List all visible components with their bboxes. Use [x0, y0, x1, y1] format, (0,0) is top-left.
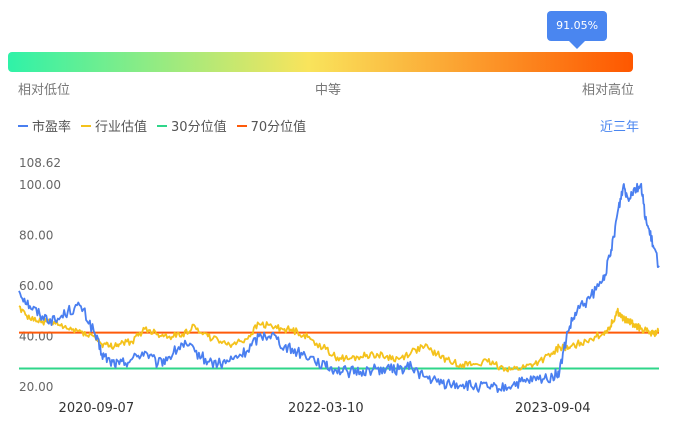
range-selector-three-years[interactable]: 近三年	[600, 120, 640, 135]
x-tick-label: 2023-09-04	[515, 401, 591, 416]
pe-chart: 108.62 100.00 80.00 60.00 40.00 20.00 2020-09-…	[18, 156, 660, 416]
legend-item-p30[interactable]: 30分位值	[157, 116, 227, 135]
legend-label-p30: 30分位值	[171, 120, 227, 135]
legend-item-industry[interactable]: 行业估值	[81, 116, 147, 135]
legend-label-p70: 70分位值	[250, 120, 307, 135]
legend-swatch-p70	[236, 124, 247, 127]
percentile-gauge-bar	[8, 52, 633, 72]
legend-label-pe: 市盈率	[32, 120, 72, 135]
chart-legend: 市盈率 行业估值 30分位值 70分位值	[18, 116, 316, 135]
y-tick-label: 80.00	[19, 228, 53, 242]
y-tick-label: 108.62	[19, 156, 61, 170]
gauge-high-label: 相对高位	[582, 83, 635, 98]
legend-swatch-p30	[157, 124, 168, 127]
y-tick-label: 40.00	[19, 329, 53, 343]
series-line-industry	[18, 305, 660, 373]
legend-item-p70[interactable]: 70分位值	[236, 116, 307, 135]
y-tick-label: 20.00	[19, 380, 53, 394]
legend-item-pe[interactable]: 市盈率	[18, 116, 71, 135]
legend-label-industry: 行业估值	[95, 120, 148, 135]
x-tick-label: 2020-09-07	[59, 401, 135, 416]
y-tick-label: 100.00	[19, 178, 61, 192]
gauge-mid-label: 中等	[315, 83, 342, 98]
legend-swatch-pe	[18, 124, 28, 127]
percentile-pointer	[569, 41, 586, 49]
legend-swatch-industry	[81, 124, 92, 127]
gauge-low-label: 相对低位	[18, 83, 71, 98]
series-line-pe	[18, 182, 660, 393]
y-tick-label: 60.00	[19, 279, 53, 293]
x-tick-label: 2022-03-10	[288, 401, 364, 416]
percentile-badge-label: 91.05%	[547, 11, 608, 41]
